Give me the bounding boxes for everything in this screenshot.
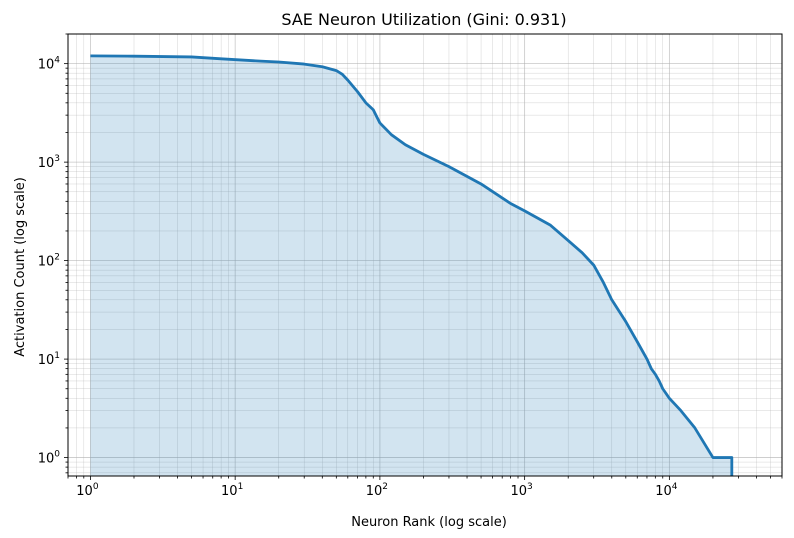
y-tick-label: 101 <box>38 351 60 368</box>
x-axis: 100 101 102 103 104 <box>67 476 783 499</box>
x-tick-label: 103 <box>510 482 532 499</box>
plot-frame <box>67 33 783 477</box>
y-axis-label: Activation Count (log scale) <box>13 177 28 357</box>
x-tick-label: 102 <box>366 482 388 499</box>
y-tick-label: 103 <box>38 154 60 171</box>
series-line <box>90 54 734 476</box>
x-tick-label: 104 <box>655 482 678 499</box>
grid <box>67 33 783 476</box>
x-axis-label: Neuron Rank (log scale) <box>351 515 507 530</box>
x-tick-label: 100 <box>76 482 99 499</box>
y-tick-label: 104 <box>38 56 61 73</box>
area-region <box>90 55 732 476</box>
chart-title: SAE Neuron Utilization (Gini: 0.931) <box>281 10 566 29</box>
data-line <box>90 54 734 476</box>
area-fill <box>90 55 732 476</box>
y-tick-label: 102 <box>38 253 60 270</box>
y-tick-label: 100 <box>38 450 61 467</box>
y-axis: 100 101 102 103 104 <box>38 33 68 474</box>
x-tick-label: 101 <box>221 482 243 499</box>
